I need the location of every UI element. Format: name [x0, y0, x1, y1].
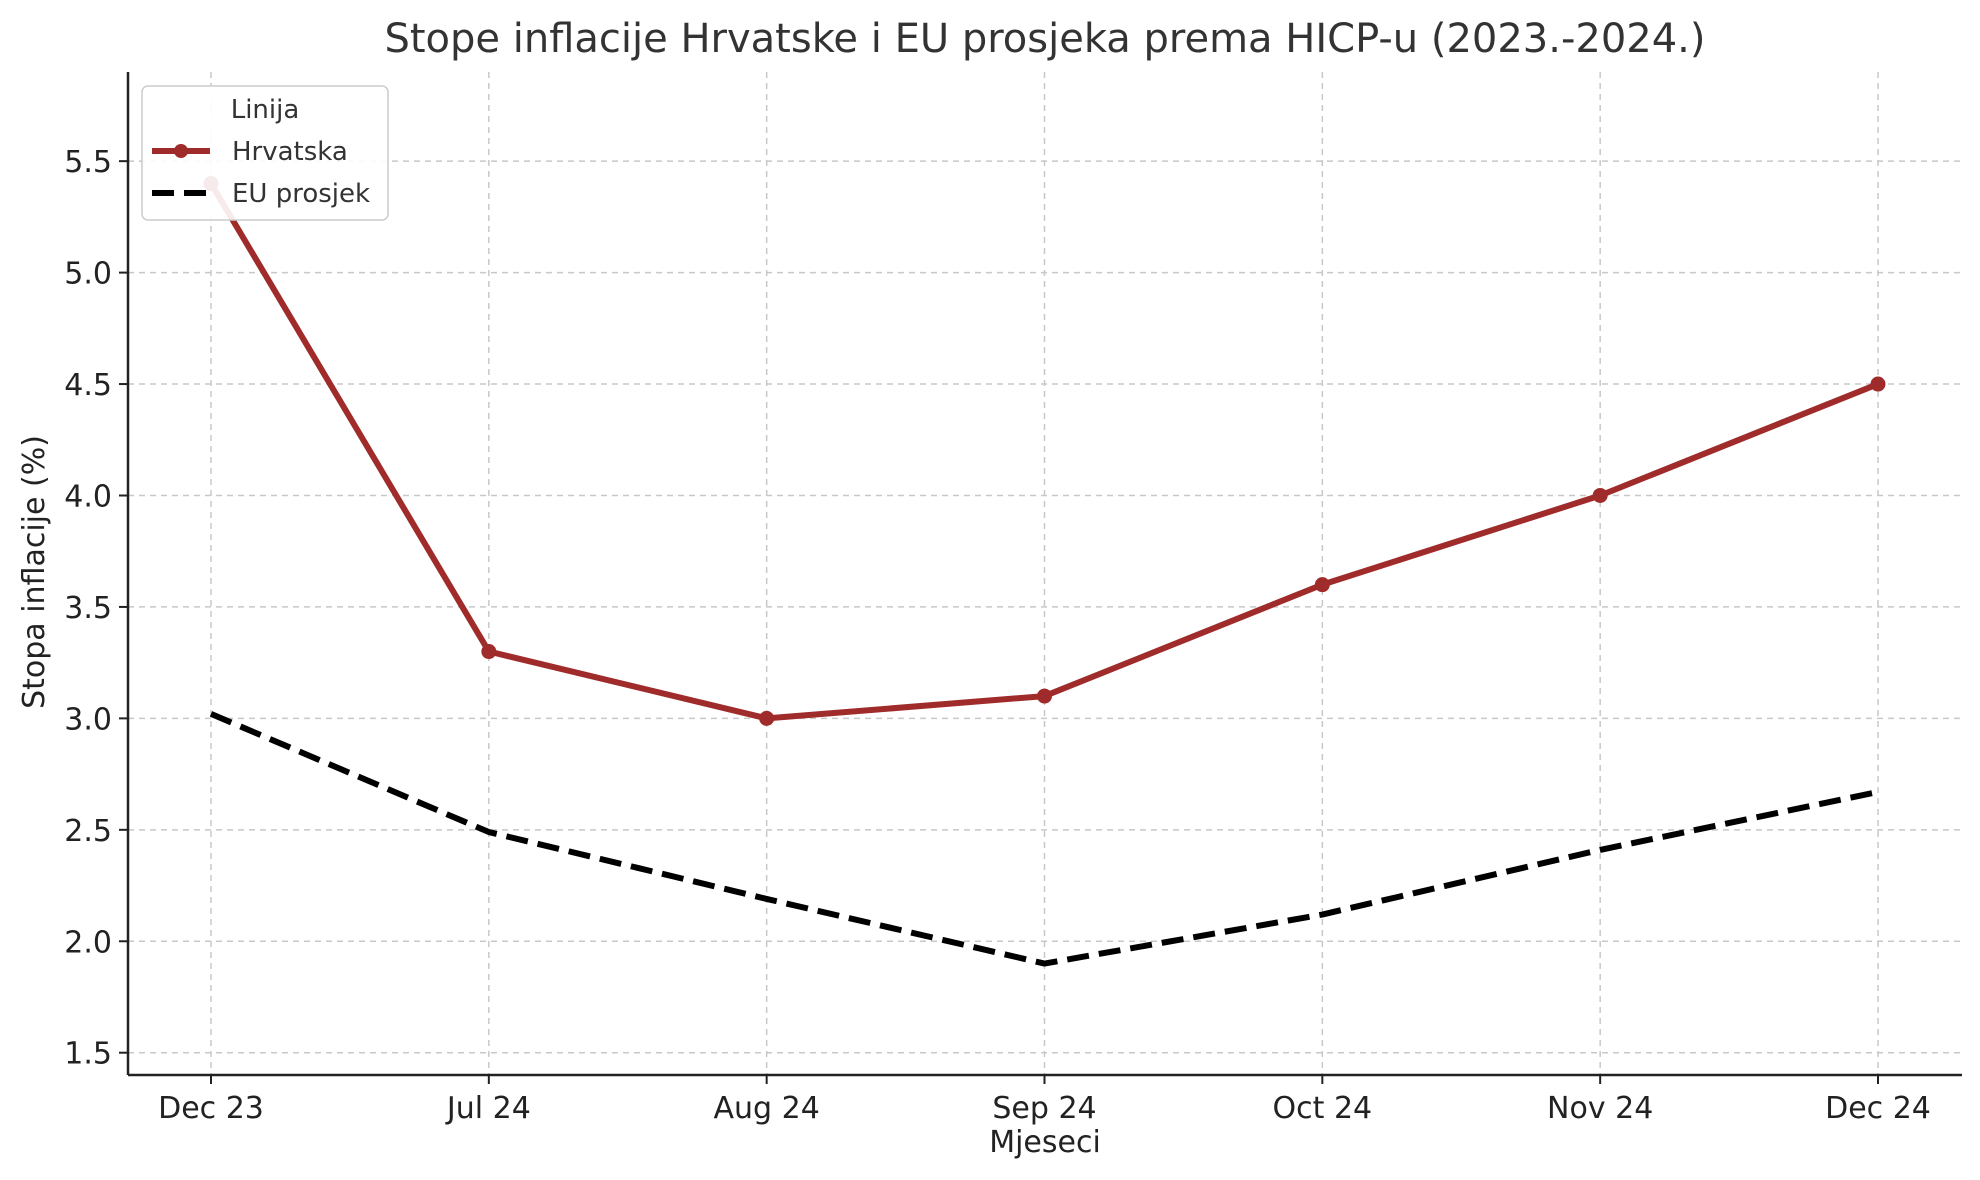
- series-line-eu-prosjek: [209, 711, 1879, 967]
- chart-title: Stope inflacije Hrvatske i EU prosjeka p…: [384, 16, 1705, 62]
- x-tick-label: Dec 24: [1825, 1091, 1931, 1126]
- legend-title: Linija: [231, 95, 300, 125]
- x-tick-label: Dec 23: [158, 1091, 264, 1126]
- legend-label-hrvatska: Hrvatska: [232, 137, 348, 167]
- legend: Linija Hrvatska EU prosjek: [141, 85, 389, 221]
- x-tick-label: Aug 24: [714, 1091, 820, 1126]
- data-point-hrvatska: [1870, 376, 1886, 392]
- data-point-hrvatska: [1037, 688, 1052, 704]
- y-tick-label: 4.5: [64, 368, 112, 403]
- y-tick-label: 3.5: [64, 591, 112, 626]
- tick-labels: Dec 23 Jul 24 Aug 24 Sep 24 Oct 24 Nov 24 Dec …: [64, 145, 1931, 1126]
- data-point-hrvatska: [1592, 487, 1608, 503]
- y-tick-label: 2.0: [64, 925, 112, 960]
- y-tick-label: 5.0: [64, 257, 112, 292]
- y-tick-label: 4.0: [64, 479, 112, 514]
- y-axis-label: Stopa inflacije (%): [17, 435, 52, 709]
- data-point-hrvatska: [481, 644, 497, 660]
- y-tick-label: 1.5: [64, 1037, 112, 1072]
- data-point-hrvatska: [1314, 577, 1330, 593]
- y-tick-label: 2.5: [64, 814, 112, 849]
- legend-label-eu-prosjek: EU prosjek: [232, 179, 370, 209]
- x-tick-label: Nov 24: [1547, 1091, 1653, 1126]
- x-tick-label: Sep 24: [992, 1091, 1096, 1126]
- axes: [119, 72, 1962, 1084]
- x-tick-label: Jul 24: [445, 1091, 531, 1126]
- x-axis-label: Mjeseci: [989, 1125, 1101, 1160]
- legend-marker-hrvatska: [174, 144, 188, 158]
- y-tick-label: 5.5: [64, 145, 112, 180]
- x-tick-label: Oct 24: [1273, 1091, 1373, 1126]
- grid: [128, 72, 1962, 1075]
- y-tick-label: 3.0: [64, 702, 112, 737]
- data-point-hrvatska: [759, 710, 775, 726]
- legend-box: [141, 85, 389, 221]
